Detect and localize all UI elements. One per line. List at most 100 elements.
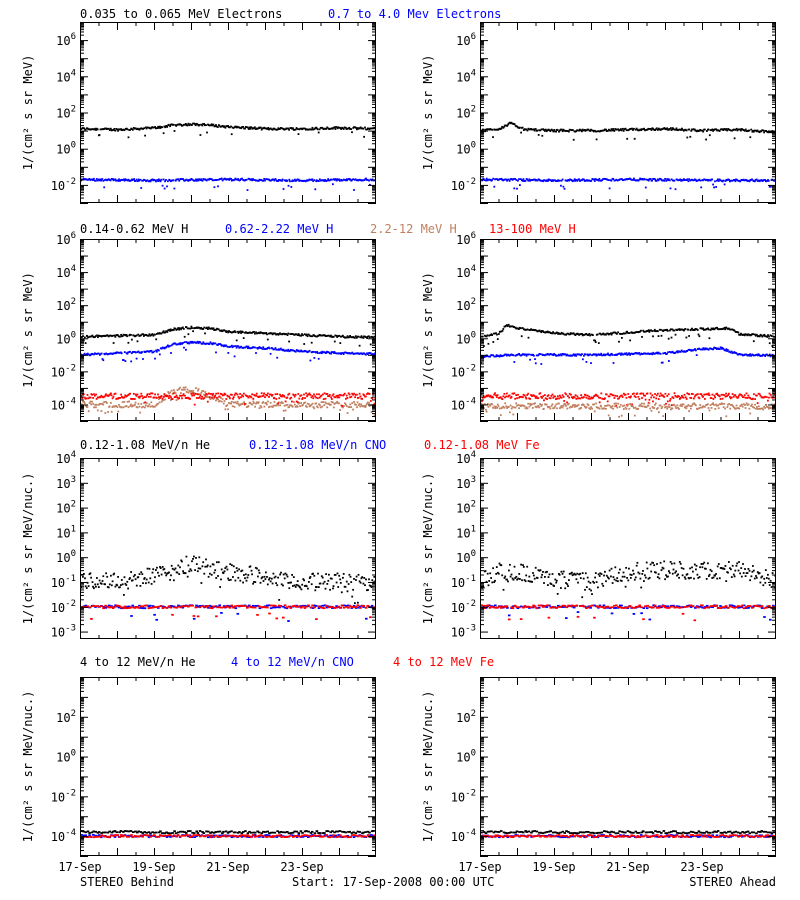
data-point	[511, 405, 514, 408]
data-point	[288, 128, 290, 131]
data-point	[769, 131, 772, 133]
data-point	[327, 351, 329, 353]
data-point	[201, 395, 203, 398]
data-point	[253, 331, 255, 333]
data-point	[326, 393, 329, 395]
data-point	[184, 394, 186, 397]
data-point	[336, 400, 339, 403]
data-point	[103, 395, 106, 398]
data-point	[279, 347, 282, 350]
data-point	[578, 129, 581, 132]
data-point	[345, 397, 347, 400]
data-point	[322, 398, 325, 400]
data-point	[349, 178, 351, 181]
data-point	[95, 393, 97, 396]
data-point	[589, 334, 591, 337]
data-point	[305, 406, 308, 408]
data-point	[694, 394, 697, 397]
data-point	[200, 327, 203, 329]
data-point	[702, 347, 705, 350]
data-point	[94, 403, 97, 406]
data-point	[630, 331, 633, 334]
data-point	[185, 326, 188, 328]
data-point	[342, 334, 344, 337]
data-point	[645, 330, 647, 333]
data-point	[724, 328, 727, 331]
y-tick-label-base: 10	[51, 398, 65, 412]
data-point	[664, 128, 666, 130]
data-point	[318, 396, 321, 399]
data-point	[577, 397, 579, 400]
data-point	[682, 396, 685, 399]
data-point	[544, 403, 547, 406]
data-point	[655, 394, 658, 397]
data-point	[541, 397, 543, 399]
data-point	[484, 335, 487, 338]
data-point	[365, 336, 367, 338]
data-point	[637, 352, 640, 355]
data-point	[593, 339, 595, 342]
data-point	[369, 178, 372, 181]
data-point	[587, 128, 590, 131]
data-point	[108, 334, 111, 337]
data-point	[355, 336, 358, 339]
data-point	[240, 345, 242, 348]
data-point	[656, 407, 659, 409]
data-point	[341, 126, 343, 129]
data-point	[149, 405, 152, 408]
data-point	[524, 353, 527, 356]
data-point	[665, 128, 667, 131]
data-point	[583, 180, 586, 182]
data-point	[667, 405, 669, 408]
data-point	[209, 178, 212, 180]
data-point	[315, 396, 318, 399]
data-point	[750, 398, 753, 400]
data-point	[534, 362, 537, 365]
data-point	[123, 594, 125, 596]
data-point	[652, 178, 654, 180]
data-point	[108, 583, 111, 586]
data-point	[98, 134, 101, 136]
data-point	[745, 353, 748, 356]
data-point	[331, 335, 334, 338]
data-point	[311, 395, 314, 397]
data-point	[252, 178, 254, 180]
data-point	[554, 405, 557, 408]
data-point	[141, 395, 143, 397]
data-point	[505, 395, 508, 398]
data-point	[328, 128, 330, 130]
data-point	[676, 329, 678, 331]
data-point	[492, 136, 494, 138]
data-point	[631, 403, 633, 406]
data-point	[182, 386, 185, 389]
data-point	[681, 403, 684, 406]
data-point	[212, 342, 215, 344]
data-point	[203, 572, 206, 575]
data-point	[666, 400, 669, 403]
data-point	[246, 189, 249, 191]
data-point	[665, 405, 668, 408]
data-point	[542, 331, 545, 333]
data-point	[344, 402, 346, 405]
data-point	[229, 397, 231, 400]
data-point	[716, 392, 718, 395]
data-point	[84, 128, 87, 131]
data-point	[492, 354, 494, 357]
data-point	[694, 328, 697, 330]
data-point	[681, 128, 684, 131]
data-point	[678, 408, 680, 410]
data-point	[263, 405, 266, 408]
data-point	[759, 333, 762, 336]
data-point	[287, 348, 290, 351]
data-point	[756, 129, 759, 132]
data-point	[212, 123, 215, 126]
data-point	[520, 354, 522, 357]
data-point	[187, 391, 190, 394]
data-point	[487, 406, 490, 408]
data-point	[169, 391, 171, 394]
data-point	[293, 394, 295, 397]
y-tick-label-base: 10	[56, 233, 70, 247]
data-point	[591, 397, 593, 400]
data-point	[553, 353, 556, 355]
